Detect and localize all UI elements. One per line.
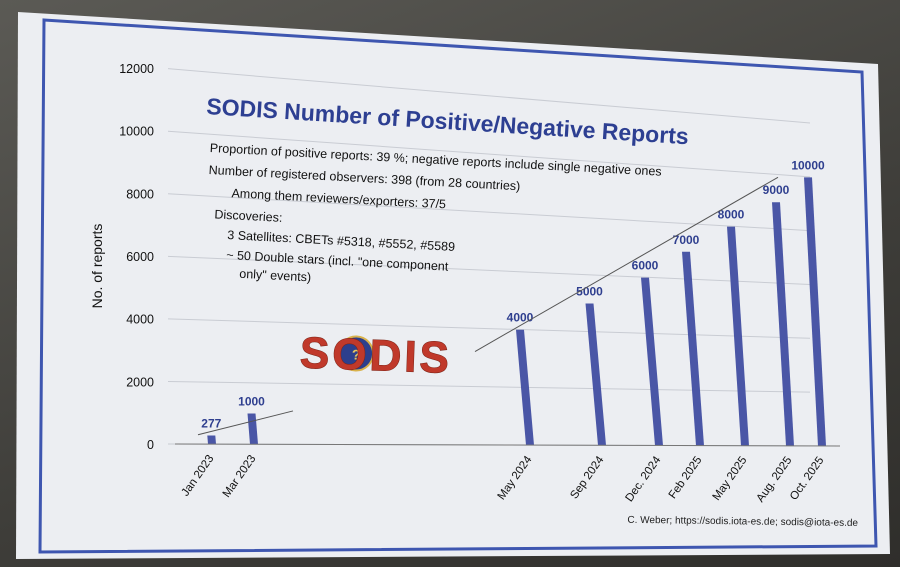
slide-footer: C. Weber; https://sodis.iota-es.de; sodi… bbox=[627, 515, 858, 529]
x-axis-line bbox=[174, 443, 841, 447]
bar-sep-2024 bbox=[585, 303, 606, 446]
data-label-9000: 9000 bbox=[763, 183, 790, 197]
bars bbox=[207, 177, 826, 446]
bar-feb-2025 bbox=[682, 251, 704, 446]
bar-oct-2025 bbox=[804, 177, 826, 446]
logo-globe-ring bbox=[338, 335, 375, 372]
data-label-1000: 1000 bbox=[238, 395, 265, 409]
chart: 0 2000 4000 6000 8000 10000 12000 No. of repor… bbox=[89, 62, 841, 505]
logo-text: SODIS bbox=[299, 329, 453, 383]
bar-aug-2025 bbox=[772, 202, 794, 446]
data-label-6000: 6000 bbox=[632, 259, 659, 273]
y-tick-label-0: 0 bbox=[147, 438, 154, 452]
gridline-12000 bbox=[167, 68, 811, 124]
screen-surface bbox=[16, 12, 890, 559]
trendline bbox=[197, 176, 779, 436]
slide-frame bbox=[38, 18, 878, 554]
gridline-8000 bbox=[167, 193, 811, 232]
bullet-double-stars-cont: only" events) bbox=[239, 267, 311, 285]
y-axis-ticks: 0 2000 4000 6000 8000 10000 12000 bbox=[119, 62, 154, 452]
bar-may-2025 bbox=[727, 226, 749, 446]
logo-globe bbox=[339, 336, 374, 371]
bullet-reviewers: Among them reviewers/exporters: 37/5 bbox=[231, 186, 446, 211]
y-tick-label-12000: 12000 bbox=[119, 62, 154, 76]
y-tick-label-8000: 8000 bbox=[126, 187, 154, 201]
y-axis-label: No. of reports bbox=[89, 224, 105, 309]
slide-background bbox=[16, 12, 890, 559]
y-tick-label-4000: 4000 bbox=[126, 313, 154, 327]
y-tick-label-10000: 10000 bbox=[119, 125, 154, 139]
trendline-late bbox=[474, 176, 779, 352]
sodis-logo: ? SODIS bbox=[299, 328, 454, 383]
slide-title: SODIS Number of Positive/Negative Report… bbox=[206, 93, 690, 149]
trendline-early bbox=[197, 410, 294, 436]
gridline-4000 bbox=[167, 318, 811, 339]
gridline-2000 bbox=[167, 380, 811, 393]
bullet-block: Proportion of positive reports: 39 %; ne… bbox=[208, 141, 662, 285]
bar-may-2024 bbox=[516, 329, 534, 446]
data-label-10000: 10000 bbox=[791, 158, 825, 172]
data-label-5000: 5000 bbox=[576, 285, 603, 299]
projector-screen: 0 2000 4000 6000 8000 10000 12000 No. of repor… bbox=[10, 6, 890, 561]
y-tick-label-2000: 2000 bbox=[126, 375, 154, 389]
gridline-6000 bbox=[167, 255, 811, 285]
logo-globe-mark: ? bbox=[351, 346, 360, 362]
gridline-10000 bbox=[167, 130, 811, 178]
bar-jan-2023 bbox=[207, 435, 216, 445]
data-label-7000: 7000 bbox=[673, 233, 700, 247]
data-label-277: 277 bbox=[201, 417, 221, 431]
bar-dec-2024 bbox=[641, 277, 663, 446]
data-label-8000: 8000 bbox=[718, 208, 745, 222]
y-tick-label-6000: 6000 bbox=[126, 250, 154, 264]
bullet-discoveries: Discoveries: bbox=[214, 207, 283, 225]
slide-text: SODIS Number of Positive/Negative Report… bbox=[206, 93, 859, 529]
